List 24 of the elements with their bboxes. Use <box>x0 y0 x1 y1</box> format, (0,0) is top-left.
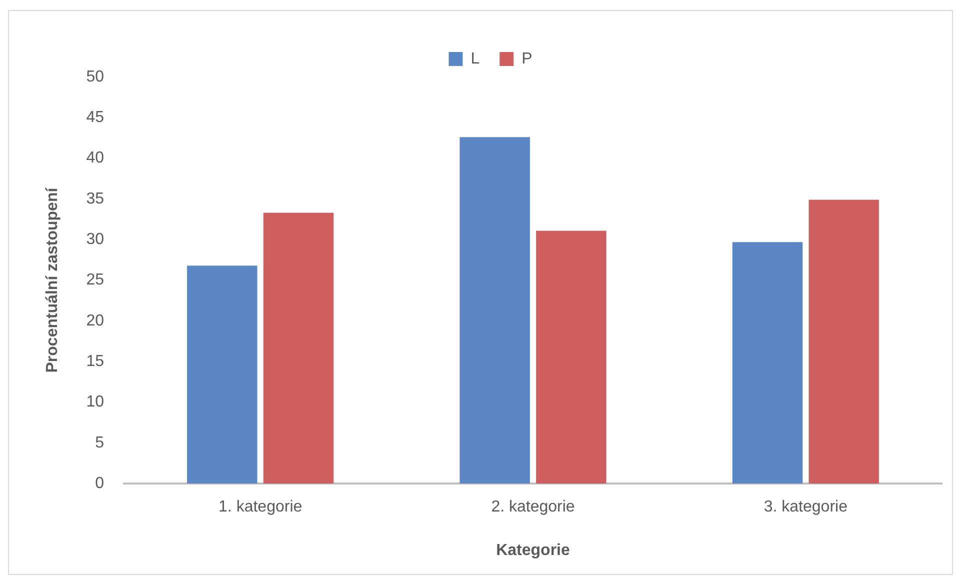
x-tick-label: 2. kategorie <box>491 498 575 516</box>
y-tick-label: 0 <box>95 475 104 492</box>
y-tick-label: 35 <box>86 190 104 208</box>
x-tick-label: 1. kategorie <box>218 498 302 516</box>
legend-label: P <box>522 50 532 68</box>
bar <box>732 242 803 484</box>
y-tick-label: 15 <box>86 353 104 370</box>
bar <box>808 200 879 484</box>
y-tick-label: 25 <box>86 272 104 289</box>
y-axis-title: Procentuální zastoupení <box>44 187 62 373</box>
x-axis-title: Kategorie <box>496 542 570 559</box>
bar <box>263 212 334 484</box>
x-tick-label: 3. kategorie <box>764 498 848 516</box>
bar <box>460 137 530 484</box>
y-tick-label: 40 <box>86 150 104 167</box>
y-tick-label: 10 <box>86 394 104 411</box>
y-tick-label: 5 <box>95 434 104 452</box>
bar <box>536 230 606 484</box>
y-tick-label: 20 <box>86 312 104 330</box>
bar <box>187 266 258 484</box>
y-tick-label: 45 <box>86 109 104 126</box>
legend-label: L <box>470 50 480 68</box>
y-tick-label: 50 <box>86 68 104 86</box>
y-tick-label: 30 <box>86 231 104 248</box>
